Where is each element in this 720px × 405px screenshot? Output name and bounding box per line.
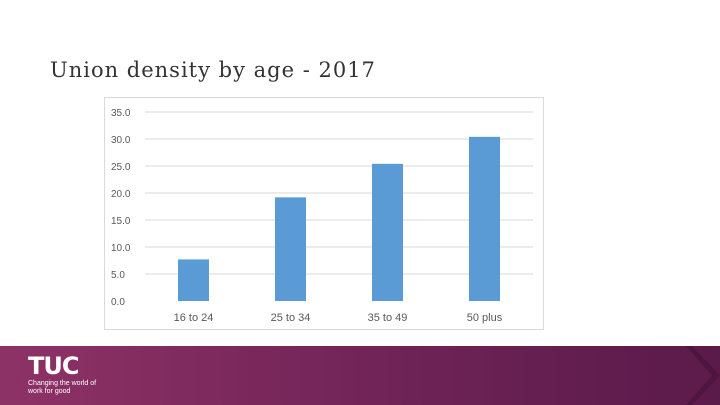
- y-tick-label: 0.0: [111, 297, 125, 308]
- logo-wordmark: TUC: [28, 352, 79, 380]
- y-tick-label: 15.0: [111, 216, 131, 227]
- y-tick-label: 25.0: [111, 162, 131, 173]
- bar-chart: 0.0 5.0 10.0 15.0 20.0 25.0 30.0 35.0 16 to 24 25…: [104, 97, 544, 330]
- y-tick-label: 20.0: [111, 189, 131, 200]
- y-tick-label: 10.0: [111, 243, 131, 254]
- footer-banner: TUC Changing the world of work for good: [0, 346, 720, 405]
- y-tick-label: 35.0: [111, 108, 131, 119]
- bar-25-to-34: [275, 197, 306, 301]
- bar-50-plus: [469, 136, 500, 301]
- slide-title: Union density by age - 2017: [50, 58, 376, 82]
- x-tick-label: 25 to 34: [271, 312, 311, 324]
- x-tick-label: 35 to 49: [368, 312, 408, 324]
- y-tick-label: 5.0: [111, 270, 125, 281]
- logo-tagline: Changing the world of work for good: [28, 380, 97, 395]
- chevron-right-icon: [662, 346, 720, 405]
- y-tick-label: 30.0: [111, 135, 131, 146]
- tuc-logo: TUC Changing the world of work for good: [28, 354, 98, 396]
- chart-plot-area: 0.0 5.0 10.0 15.0 20.0 25.0 30.0 35.0 16 to 24 25…: [111, 108, 533, 324]
- bar-16-to-24: [178, 259, 209, 301]
- bar-35-to-49: [372, 163, 403, 301]
- x-tick-label: 50 plus: [467, 312, 503, 324]
- x-tick-label: 16 to 24: [174, 312, 214, 324]
